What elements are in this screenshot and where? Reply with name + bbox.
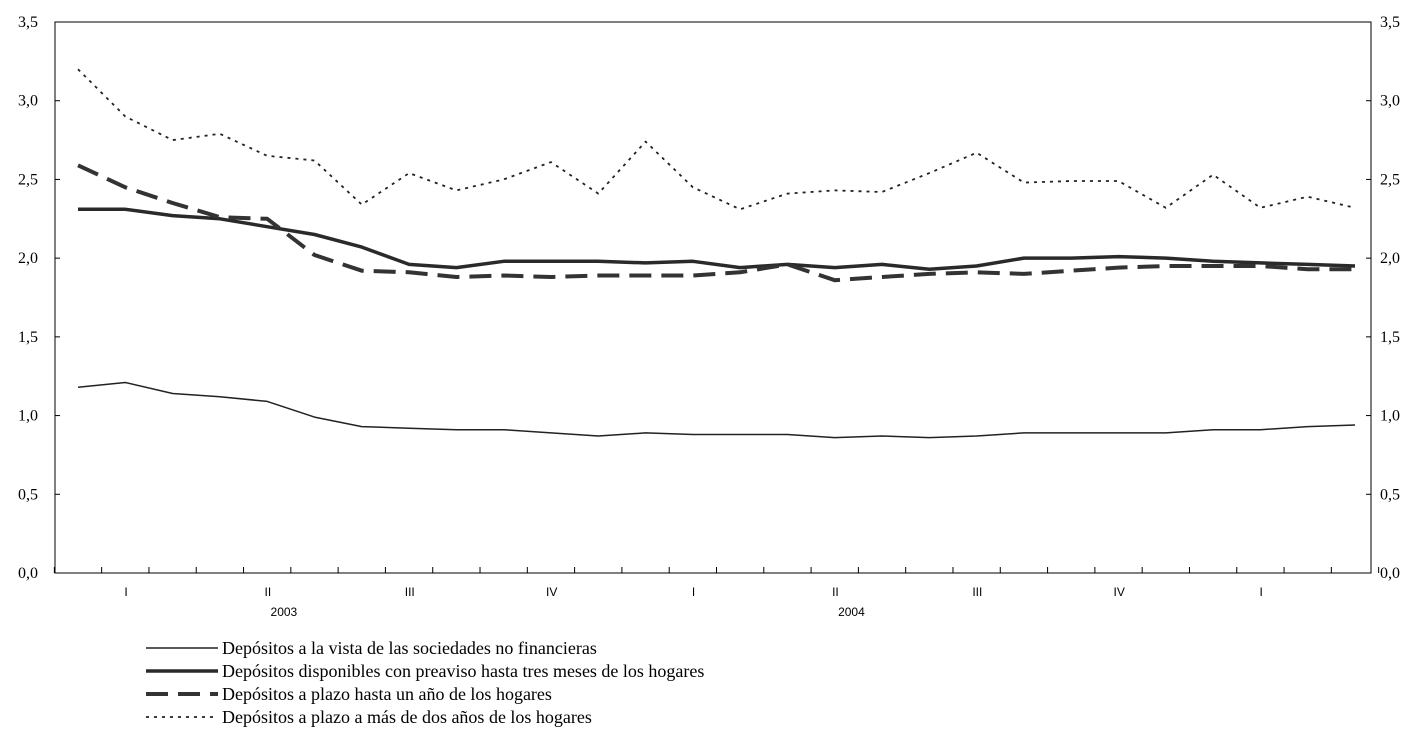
series-line-plazo-dos-anos-series [77, 68, 1356, 211]
x-quarter-label: I [1259, 585, 1262, 599]
y-tick-label-left: 3,5 [18, 14, 38, 31]
legend-label: Depósitos a la vista de las sociedades n… [222, 638, 597, 658]
x-quarter-label: I [124, 585, 127, 599]
y-tick-label-left: 2,0 [18, 250, 38, 267]
x-quarter-label: III [405, 585, 415, 599]
x-quarter-label: I [692, 585, 695, 599]
y-tick-label-right: 3,0 [1380, 93, 1400, 110]
x-year-label: 2003 [271, 605, 298, 619]
y-tick-label-right: 1,0 [1380, 408, 1400, 425]
series-line-plazo-un-ano-series [77, 163, 1355, 283]
y-tick-label-left: 0,0 [18, 565, 38, 582]
series-layer [77, 68, 1356, 439]
x-quarter-label: III [972, 585, 982, 599]
right-y-axis: 0,0 0,5 1,0 1,5 2,0 2,5 3,0 3,5 [1366, 14, 1400, 582]
left-y-axis: 0,0 0,5 1,0 1,5 2,0 2,5 3,0 3,5 [18, 14, 60, 582]
series-line-preaviso-series [78, 207, 1356, 271]
y-tick-label-right: 2,5 [1380, 171, 1400, 188]
y-tick-label-left: 0,5 [18, 486, 38, 503]
legend-label: Depósitos a plazo a más de dos años de l… [222, 707, 592, 727]
y-tick-label-right: 0,0 [1380, 565, 1400, 582]
y-tick-label-left: 1,5 [18, 329, 38, 346]
legend-label: Depósitos a plazo hasta un año de los ho… [222, 684, 552, 704]
legend-label: Depósitos disponibles con preaviso hasta… [222, 661, 704, 681]
legend: Depósitos a la vista de las sociedades n… [146, 638, 704, 727]
x-quarter-label: IV [546, 585, 557, 599]
y-tick-label-left: 1,0 [18, 408, 38, 425]
x-year-label: 2004 [838, 605, 865, 619]
y-tick-label-right: 0,5 [1380, 486, 1400, 503]
y-tick-label-left: 3,0 [18, 93, 38, 110]
y-tick-label-right: 2,0 [1380, 250, 1400, 267]
y-tick-label-left: 2,5 [18, 171, 38, 188]
x-quarter-label: II [832, 585, 839, 599]
y-tick-label-right: 3,5 [1380, 14, 1400, 31]
x-quarter-label: II [265, 585, 272, 599]
x-quarter-label: IV [1114, 585, 1125, 599]
series-line-vista-series [77, 381, 1356, 439]
plot-frame [54, 21, 1372, 574]
y-tick-label-right: 1,5 [1380, 329, 1400, 346]
